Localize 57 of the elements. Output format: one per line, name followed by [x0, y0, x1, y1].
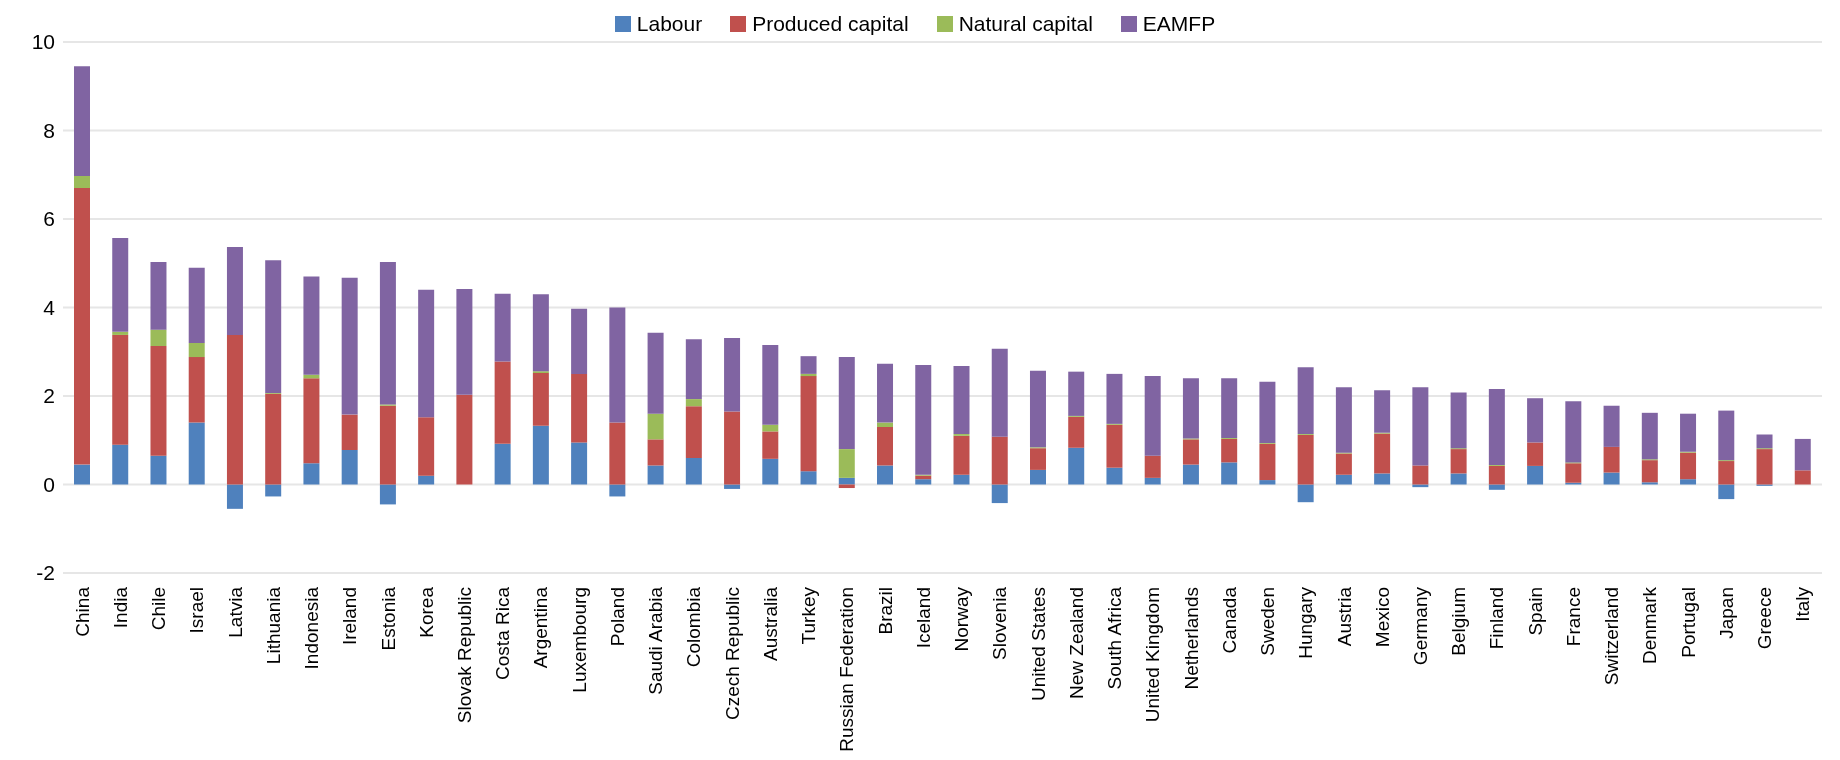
x-tick-label: Switzerland: [1601, 587, 1623, 686]
x-tick-label: China: [71, 586, 93, 637]
x-tick-label: Germany: [1409, 586, 1431, 666]
x-tick-label: United States: [1027, 587, 1049, 702]
x-tick-label: Luxembourg: [568, 587, 590, 693]
x-tick-label: Mexico: [1371, 587, 1393, 648]
y-tick-label: 2: [43, 384, 55, 408]
legend-label: Produced capital: [752, 12, 909, 36]
x-tick-label: Costa Rica: [492, 586, 514, 680]
x-tick-label: Czech Republic: [721, 587, 743, 721]
legend-label: EAMFP: [1142, 12, 1216, 36]
x-tick-label: Latvia: [224, 586, 246, 638]
legend-label: Natural capital: [958, 12, 1093, 36]
x-tick-label: United Kingdom: [1142, 587, 1164, 723]
y-tick-label: -2: [36, 561, 55, 585]
legend-label: Labour: [636, 12, 703, 36]
y-tick-label: 8: [43, 118, 55, 142]
x-tick-label: Norway: [951, 586, 973, 652]
x-tick-label: Argentina: [530, 586, 552, 669]
x-tick-label: Portugal: [1677, 587, 1699, 658]
x-tick-label: Chile: [148, 587, 170, 631]
x-tick-label: Greece: [1754, 587, 1776, 650]
y-tick-label: 0: [43, 472, 55, 496]
x-tick-label: Brazil: [874, 587, 896, 635]
x-tick-label: France: [1562, 587, 1584, 647]
x-tick-label: Sweden: [1257, 587, 1279, 656]
x-tick-label: Indonesia: [301, 586, 323, 670]
x-tick-label: Poland: [606, 587, 628, 647]
y-tick-label: 10: [31, 30, 55, 54]
x-tick-label: South Africa: [1104, 586, 1126, 690]
x-tick-label: Belgium: [1448, 587, 1470, 656]
x-tick-label: Korea: [415, 586, 437, 638]
x-tick-label: Denmark: [1639, 586, 1661, 665]
x-tick-label: Iceland: [912, 587, 934, 649]
x-tick-label: Turkey: [798, 586, 820, 645]
x-tick-label: Finland: [1486, 587, 1508, 650]
x-tick-label: Russian Federation: [836, 587, 858, 752]
x-tick-label: Lithuania: [262, 586, 284, 665]
x-tick-label: New Zealand: [1065, 587, 1087, 699]
x-tick-label: Colombia: [683, 586, 705, 668]
x-tick-label: India: [109, 586, 131, 629]
x-tick-label: Italy: [1792, 586, 1814, 622]
x-tick-label: Estonia: [377, 586, 399, 651]
y-tick-label: 6: [43, 207, 55, 231]
x-tick-label: Australia: [759, 586, 781, 661]
x-tick-label: Saudi Arabia: [645, 586, 667, 695]
x-tick-label: Hungary: [1295, 586, 1317, 659]
x-tick-label: Japan: [1715, 587, 1737, 639]
y-tick-label: 4: [43, 295, 56, 319]
x-tick-label: Netherlands: [1180, 587, 1202, 690]
x-tick-label: Slovak Republic: [454, 587, 476, 724]
x-tick-label: Slovenia: [989, 586, 1011, 660]
x-tick-label: Ireland: [339, 587, 361, 646]
x-tick-label: Canada: [1218, 586, 1240, 654]
x-tick-label: Spain: [1524, 587, 1546, 636]
x-tick-label: Israel: [186, 587, 208, 634]
x-tick-label: Austria: [1333, 586, 1355, 647]
